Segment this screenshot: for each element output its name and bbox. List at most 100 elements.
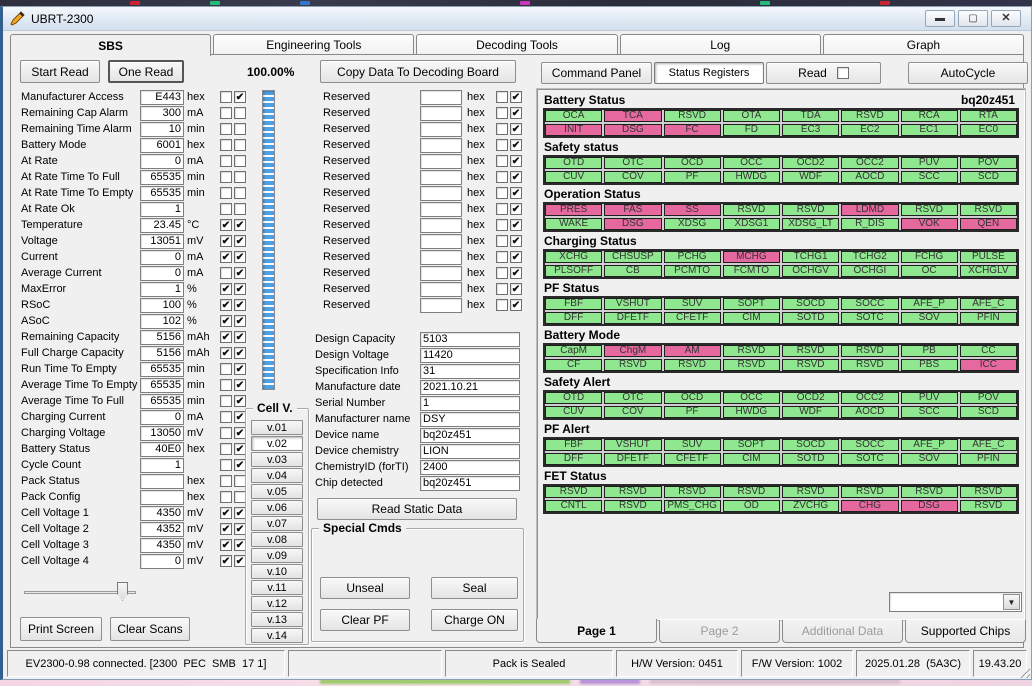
one-read-button[interactable]: One Read	[108, 60, 184, 83]
scan-slider-thumb[interactable]	[117, 582, 128, 601]
unseal-button[interactable]: Unseal	[320, 577, 410, 599]
page-tab-page-1[interactable]: Page 1	[536, 619, 657, 643]
reserved-value-field[interactable]	[420, 297, 462, 313]
reserved-scan-checkbox[interactable]: ✔	[510, 219, 522, 231]
reserved-scan-checkbox[interactable]: ✔	[510, 123, 522, 135]
param-value-field[interactable]: 300	[140, 105, 184, 121]
static-field-value[interactable]: LION	[420, 443, 520, 459]
clear-pf-button[interactable]: Clear PF	[320, 609, 410, 631]
tab-sbs[interactable]: SBS	[10, 34, 212, 56]
param-scan-checkbox[interactable]: ✔	[234, 235, 246, 247]
status-registers-button[interactable]: Status Registers	[654, 62, 764, 84]
param-value-field[interactable]: 13051	[140, 233, 184, 249]
param-scan-checkbox[interactable]: ✔	[234, 363, 246, 375]
static-field-value[interactable]: 1	[420, 395, 520, 411]
chevron-down-icon[interactable]: ▼	[1003, 594, 1020, 610]
param-log-checkbox[interactable]: ✔	[220, 555, 232, 567]
param-log-checkbox[interactable]	[220, 379, 232, 391]
cell-v-button-v-03[interactable]: v.03	[251, 452, 303, 467]
start-read-button[interactable]: Start Read	[20, 60, 100, 83]
reserved-log-checkbox[interactable]	[496, 267, 508, 279]
reserved-scan-checkbox[interactable]: ✔	[510, 283, 522, 295]
param-log-checkbox[interactable]	[220, 443, 232, 455]
param-log-checkbox[interactable]: ✔	[220, 235, 232, 247]
clear-scans-button[interactable]: Clear Scans	[110, 617, 190, 641]
param-scan-checkbox[interactable]: ✔	[234, 427, 246, 439]
param-log-checkbox[interactable]	[220, 411, 232, 423]
cell-v-button-v-13[interactable]: v.13	[251, 612, 303, 627]
reserved-value-field[interactable]	[420, 89, 462, 105]
reserved-value-field[interactable]	[420, 121, 462, 137]
param-value-field[interactable]: 0	[140, 153, 184, 169]
param-log-checkbox[interactable]	[220, 139, 232, 151]
page-tab-page-2[interactable]: Page 2	[659, 620, 780, 643]
copy-data-button[interactable]: Copy Data To Decoding Board	[320, 60, 516, 83]
reserved-scan-checkbox[interactable]: ✔	[510, 299, 522, 311]
reserved-value-field[interactable]	[420, 233, 462, 249]
tab-log[interactable]: Log	[619, 34, 821, 55]
cell-v-button-v-04[interactable]: v.04	[251, 468, 303, 483]
param-value-field[interactable]: 1	[140, 281, 184, 297]
param-scan-checkbox[interactable]: ✔	[234, 379, 246, 391]
param-log-checkbox[interactable]	[220, 187, 232, 199]
param-value-field[interactable]: 13050	[140, 425, 184, 441]
param-value-field[interactable]: 65535	[140, 377, 184, 393]
param-log-checkbox[interactable]	[220, 395, 232, 407]
param-value-field[interactable]	[140, 473, 184, 489]
param-log-checkbox[interactable]: ✔	[220, 347, 232, 359]
param-value-field[interactable]: 6001	[140, 137, 184, 153]
cell-v-button-v-14[interactable]: v.14	[251, 628, 303, 643]
tab-graph[interactable]: Graph	[822, 34, 1025, 55]
read-static-data-button[interactable]: Read Static Data	[317, 498, 517, 520]
reserved-log-checkbox[interactable]	[496, 235, 508, 247]
param-scan-checkbox[interactable]	[234, 139, 246, 151]
param-log-checkbox[interactable]	[220, 363, 232, 375]
charge-on-button[interactable]: Charge ON	[431, 609, 518, 631]
param-scan-checkbox[interactable]	[234, 203, 246, 215]
reserved-value-field[interactable]	[420, 249, 462, 265]
reserved-value-field[interactable]	[420, 217, 462, 233]
static-field-value[interactable]: DSY	[420, 411, 520, 427]
reserved-log-checkbox[interactable]	[496, 283, 508, 295]
reserved-value-field[interactable]	[420, 169, 462, 185]
param-log-checkbox[interactable]	[220, 491, 232, 503]
static-field-value[interactable]: bq20z451	[420, 475, 520, 491]
tab-decoding-tools[interactable]: Decoding Tools	[416, 34, 618, 55]
cell-v-button-v-11[interactable]: v.11	[251, 580, 303, 595]
reserved-scan-checkbox[interactable]: ✔	[510, 187, 522, 199]
param-scan-checkbox[interactable]: ✔	[234, 315, 246, 327]
param-value-field[interactable]: 4350	[140, 537, 184, 553]
cell-v-button-v-09[interactable]: v.09	[251, 548, 303, 563]
static-field-value[interactable]: 11420	[420, 347, 520, 363]
param-scan-checkbox[interactable]: ✔	[234, 347, 246, 359]
reserved-log-checkbox[interactable]	[496, 219, 508, 231]
param-log-checkbox[interactable]: ✔	[220, 299, 232, 311]
reserved-log-checkbox[interactable]	[496, 251, 508, 263]
param-scan-checkbox[interactable]: ✔	[234, 331, 246, 343]
param-value-field[interactable]: 40E0	[140, 441, 184, 457]
param-log-checkbox[interactable]	[220, 123, 232, 135]
page-tab-supported-chips[interactable]: Supported Chips	[905, 620, 1026, 643]
param-scan-checkbox[interactable]: ✔	[234, 251, 246, 263]
autocycle-button[interactable]: AutoCycle	[908, 62, 1028, 84]
reserved-value-field[interactable]	[420, 105, 462, 121]
static-field-value[interactable]: 31	[420, 363, 520, 379]
reserved-scan-checkbox[interactable]: ✔	[510, 251, 522, 263]
print-screen-button[interactable]: Print Screen	[20, 617, 102, 641]
cell-v-button-v-05[interactable]: v.05	[251, 484, 303, 499]
param-log-checkbox[interactable]	[220, 267, 232, 279]
reserved-log-checkbox[interactable]	[496, 139, 508, 151]
read-checkbox[interactable]	[836, 67, 849, 79]
reserved-scan-checkbox[interactable]: ✔	[510, 267, 522, 279]
param-value-field[interactable]: 23.45	[140, 217, 184, 233]
reserved-log-checkbox[interactable]	[496, 171, 508, 183]
param-log-checkbox[interactable]: ✔	[220, 219, 232, 231]
param-value-field[interactable]: 1	[140, 457, 184, 473]
param-scan-checkbox[interactable]	[234, 107, 246, 119]
reserved-scan-checkbox[interactable]: ✔	[510, 107, 522, 119]
param-value-field[interactable]: 65535	[140, 185, 184, 201]
param-scan-checkbox[interactable]: ✔	[234, 395, 246, 407]
reserved-value-field[interactable]	[420, 281, 462, 297]
param-value-field[interactable]: 5156	[140, 329, 184, 345]
param-scan-checkbox[interactable]	[234, 155, 246, 167]
